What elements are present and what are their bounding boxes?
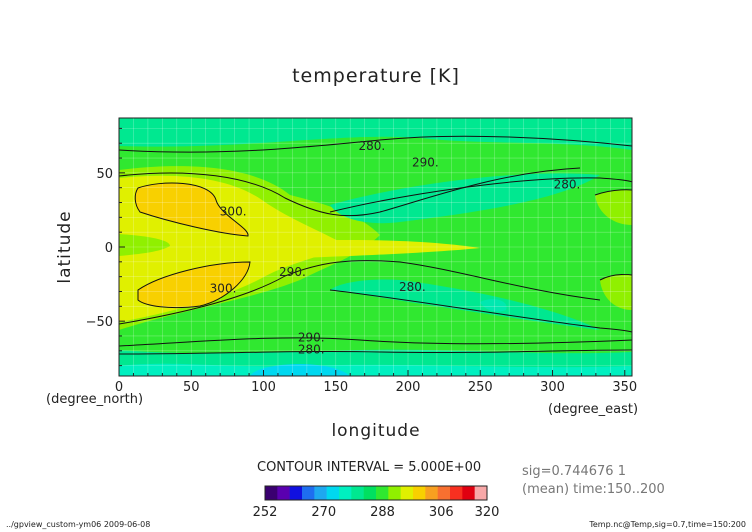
colorbar-swatch [437, 486, 451, 500]
colorbar-tick-label: 252 [253, 505, 278, 520]
plot-area [119, 118, 632, 376]
y-tick-label: −50 [86, 315, 113, 330]
colorbar-tick-label: 306 [429, 505, 454, 520]
x-units: (degree_east) [548, 402, 638, 417]
colorbar-tick-labels: 252 270 288 306 320 [253, 505, 500, 520]
colorbar-swatch [339, 486, 352, 500]
contour-label: 290. [412, 155, 439, 169]
colorbar-swatch [289, 486, 303, 500]
contour-label: 280. [554, 178, 581, 192]
contour-label: 300. [220, 204, 247, 218]
contour-label: 280. [359, 139, 386, 153]
field-polar-south [119, 363, 632, 376]
colorbar-swatch [277, 486, 290, 500]
colorbar-swatch [474, 486, 488, 500]
contour-line [329, 289, 632, 333]
colorbar-tick-label: 288 [370, 505, 395, 520]
field-band-north [119, 118, 632, 150]
x-tick-label: 200 [396, 380, 421, 395]
contour-line [137, 261, 251, 309]
contour-line [119, 260, 601, 325]
y-units: (degree_north) [46, 392, 143, 407]
field-max-north [135, 183, 249, 236]
field-equator-green [119, 234, 170, 256]
contour-label: 280. [399, 280, 426, 294]
field-warm-east-south [600, 274, 632, 310]
colorbar-swatch [450, 486, 463, 500]
colorbar-tick-label: 320 [475, 505, 500, 520]
x-tick-label: 0 [115, 380, 123, 395]
y-axis-label: latitude [55, 210, 75, 283]
contour-label: 300. [210, 282, 237, 296]
contour-interval: CONTOUR INTERVAL = 5.000E+00 [257, 460, 481, 475]
colorbar-tick-label: 270 [311, 505, 336, 520]
x-tick-label: 300 [540, 380, 565, 395]
contour-line [119, 349, 632, 355]
contour-line [119, 167, 581, 217]
footer-left: ../gpview_custom-ym06 2009-06-08 [6, 520, 150, 529]
x-tick-label: 50 [183, 380, 200, 395]
contour-line [599, 273, 632, 281]
colorbar-swatch [314, 486, 327, 500]
contour-line [329, 177, 632, 213]
field-max-south [138, 262, 250, 308]
x-axis-label: longitude [331, 421, 420, 441]
contour-line [119, 135, 632, 153]
field-cool-cell-north [330, 173, 600, 224]
field-cool-cell-south [330, 279, 600, 330]
colorbar-swatch [351, 486, 364, 500]
colorbar-swatch [302, 486, 315, 500]
x-tick-label: 250 [468, 380, 493, 395]
contour-labels: 280.290.280.300.300.290.280.290.280. [210, 139, 581, 356]
y-tick-label: 0 [105, 241, 113, 256]
contour-label: 290. [279, 265, 306, 279]
contour-line [594, 189, 632, 196]
contour-label: 290. [298, 330, 325, 344]
chart-title: temperature [K] [292, 65, 460, 87]
x-tick-label: 100 [251, 380, 276, 395]
field-cold-spot-mid [480, 299, 507, 312]
colorbar-swatch [265, 486, 278, 500]
contour-lines [119, 135, 632, 355]
x-tick-label: 350 [612, 380, 637, 395]
colorbar-swatch [462, 486, 475, 500]
sig-info: sig=0.744676 1 [522, 464, 626, 479]
field-warm-east-north [595, 189, 632, 225]
colorbar-swatch [413, 486, 426, 500]
colorbar-swatch [400, 486, 414, 500]
contour-label: 280. [298, 342, 325, 356]
field-cold-spot-south [250, 363, 350, 376]
colorbar-frame [264, 485, 488, 501]
field-equatorial-tongue [119, 225, 480, 262]
x-tick-label: 150 [323, 380, 348, 395]
y-axis-ticks: 50 0 −50 [86, 127, 125, 367]
colorbar-swatch [363, 486, 377, 500]
x-axis-ticks: 0 50 100 150 200 250 300 350 [115, 370, 637, 395]
contour-line [134, 182, 249, 237]
colorbar-swatch [425, 486, 438, 500]
colorbar [264, 485, 488, 501]
colorbar-swatch [326, 486, 340, 500]
y-tick-label: 50 [96, 167, 113, 182]
contour-line [119, 337, 632, 347]
colorbar-swatch [388, 486, 401, 500]
footer-right: Temp.nc@Temp,sig=0.7,time=150:200 [588, 520, 746, 529]
mean-time-info: (mean) time:150..200 [522, 482, 665, 497]
colorbar-swatch [376, 486, 389, 500]
